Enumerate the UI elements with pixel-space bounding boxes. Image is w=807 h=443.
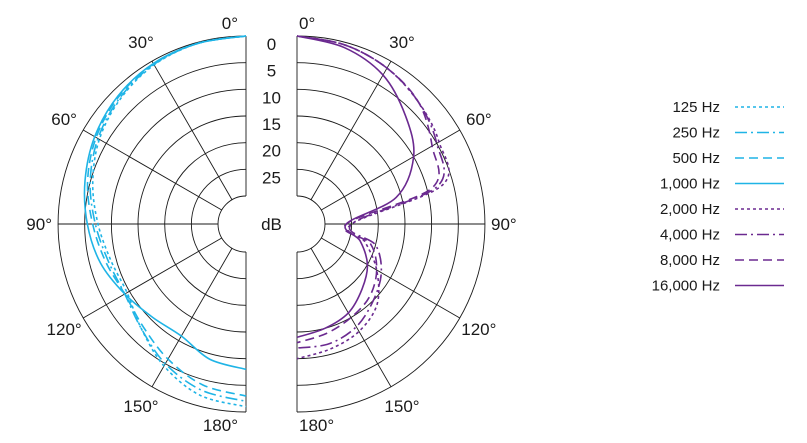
- db-label-3: 15: [262, 115, 281, 134]
- right-angle-label-150: 150°: [384, 397, 419, 416]
- legend-label-5: 4,000 Hz: [660, 227, 720, 244]
- left-angle-label-30: 30°: [128, 33, 154, 52]
- legend-label-4: 2,000 Hz: [660, 201, 720, 218]
- right-spoke-60: [321, 129, 461, 211]
- right-angle-label-30: 30°: [389, 33, 415, 52]
- right-angle-label-180: 180°: [299, 416, 334, 435]
- right-inner-arc: [296, 195, 326, 253]
- left-angle-label-0: 0°: [222, 14, 238, 33]
- polar-labels: 0 5 10 15 20 25 dB 0° 30° 60° 90° 120° 150° 180° 0° 30°…: [26, 14, 516, 435]
- legend-label-1: 250 Hz: [672, 125, 720, 142]
- right-angle-label-0: 0°: [299, 14, 315, 33]
- right-spoke-30: [310, 60, 392, 200]
- right-angle-label-60: 60°: [466, 110, 492, 129]
- right-polar-grid: [296, 35, 486, 413]
- curve-series-4: [296, 35, 450, 360]
- left-spoke-30: [151, 60, 233, 200]
- curve-series-1: [89, 35, 247, 403]
- db-label-2: 10: [262, 88, 281, 107]
- left-spoke-120: [82, 237, 222, 319]
- curve-series-5: [296, 35, 446, 349]
- polar-curves: [83, 35, 450, 408]
- left-spoke-60: [82, 129, 222, 211]
- left-angle-label-180: 180°: [203, 416, 238, 435]
- legend-label-0: 125 Hz: [672, 99, 720, 116]
- curve-series-3: [83, 35, 247, 371]
- db-label-0: 0: [267, 35, 276, 54]
- db-label-6: dB: [261, 215, 282, 234]
- legend: 125 Hz 250 Hz 500 Hz 1,000 Hz 2,000 Hz 4,000 …: [652, 99, 784, 295]
- right-angle-label-120: 120°: [461, 320, 496, 339]
- db-label-5: 25: [262, 168, 281, 187]
- curve-series-7: [296, 35, 415, 339]
- left-angle-label-60: 60°: [51, 110, 77, 129]
- left-angle-label-90: 90°: [26, 215, 52, 234]
- left-angle-label-150: 150°: [123, 397, 158, 416]
- left-polar-grid: [57, 35, 247, 413]
- curve-series-2: [86, 35, 247, 397]
- legend-label-7: 16,000 Hz: [652, 278, 720, 295]
- right-spoke-120: [321, 237, 461, 319]
- legend-label-6: 8,000 Hz: [660, 252, 720, 269]
- legend-label-3: 1,000 Hz: [660, 176, 720, 193]
- right-angle-label-90: 90°: [491, 215, 517, 234]
- db-label-1: 5: [267, 62, 276, 81]
- legend-label-2: 500 Hz: [672, 150, 720, 167]
- left-angle-label-120: 120°: [47, 320, 82, 339]
- left-inner-arc: [217, 195, 247, 253]
- curve-series-6: [296, 35, 440, 344]
- right-spoke-150: [310, 248, 392, 388]
- db-label-4: 20: [262, 142, 281, 161]
